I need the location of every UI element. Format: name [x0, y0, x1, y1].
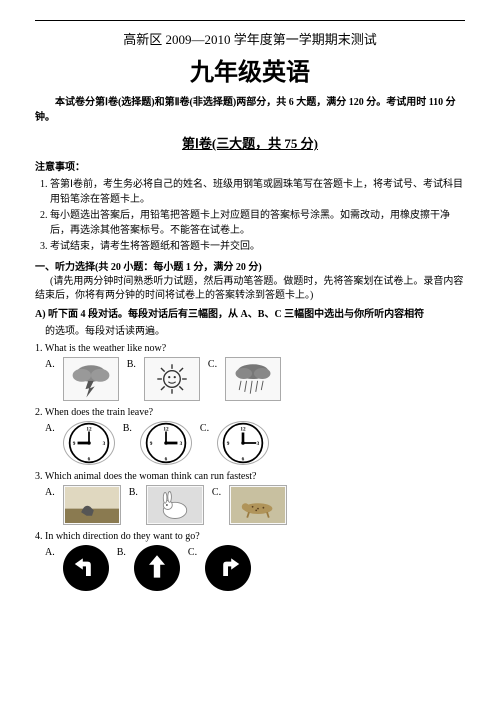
svg-text:6: 6 [165, 457, 168, 463]
weather-storm-icon [63, 357, 119, 401]
section-one-heading: 第Ⅰ卷(三大题，共 75 分) [35, 133, 465, 152]
question-1: 1. What is the weather like now? [35, 343, 465, 354]
q-text: When does the train leave? [45, 407, 153, 418]
opt-label-b: B. [127, 359, 136, 370]
question-2: 2. When does the train leave? [35, 407, 465, 418]
opt-label-b: B. [129, 487, 138, 498]
main-title: 九年级英语 [35, 52, 465, 87]
opt-label-a: A. [45, 487, 55, 498]
clock-icon-b: 12369 [140, 421, 192, 465]
q-text: Which animal does the woman think can ru… [45, 471, 257, 482]
notice-heading: 注意事项： [35, 158, 465, 173]
opt-label-a: A. [45, 423, 55, 434]
weather-rain-icon [225, 357, 281, 401]
svg-text:3: 3 [180, 441, 183, 447]
exam-subtitle: 本试卷分第Ⅰ卷(选择题)和第Ⅱ卷(非选择题)两部分，共 6 大题，满分 120 … [35, 95, 465, 125]
arrow-right-icon [205, 545, 251, 591]
q-text: What is the weather like now? [45, 343, 166, 354]
svg-text:9: 9 [72, 441, 75, 447]
notice-item: 答第Ⅰ卷前，考生务必将自己的姓名、班级用钢笔或圆珠笔写在答题卡上，将考试号、考试… [50, 177, 465, 207]
opt-label-b: B. [117, 547, 126, 558]
opt-label-c: C. [212, 487, 221, 498]
q-num: 1. [35, 343, 43, 354]
weather-sun-icon [144, 357, 200, 401]
question-4: 4. In which direction do they want to go… [35, 531, 465, 542]
notice-item: 考试结束，请考生将答题纸和答题卡一并交回。 [50, 239, 465, 254]
svg-text:9: 9 [227, 441, 230, 447]
opt-label-c: C. [188, 547, 197, 558]
header-line: 高新区 2009—2010 学年度第一学期期末测试 [35, 29, 465, 48]
clock-icon-c: 12 3 6 9 [217, 421, 269, 465]
opt-label-a: A. [45, 547, 55, 558]
q2-options: A. 12369 B. 12369 C. 12369 [35, 421, 465, 465]
q-num: 4. [35, 531, 43, 542]
q4-options: A. B. C. [35, 545, 465, 591]
svg-text:12: 12 [240, 427, 246, 433]
svg-text:6: 6 [87, 457, 90, 463]
animal-rabbit-icon [146, 485, 204, 525]
q-num: 3. [35, 471, 43, 482]
q3-options: A. B. C. [35, 485, 465, 525]
opt-label-b: B. [123, 423, 132, 434]
question-3: 3. Which animal does the woman think can… [35, 471, 465, 482]
arrow-left-icon [63, 545, 109, 591]
opt-label-a: A. [45, 359, 55, 370]
animal-kangaroo-icon [63, 485, 121, 525]
q-num: 2. [35, 407, 43, 418]
section-a-cont: 的选项。每段对话读两遍。 [45, 322, 465, 337]
animal-cheetah-icon [229, 485, 287, 525]
section-a-text: A) 听下面 4 段对话。每段对话后有三幅图，从 A、B、C 三幅图中选出与你所… [35, 309, 424, 320]
part-one-sub: (请先用两分钟时间熟悉听力试题，然后再动笔答题。做题时，先将答案划在试卷上。录音… [35, 275, 465, 303]
svg-text:6: 6 [242, 457, 245, 463]
opt-label-c: C. [208, 359, 217, 370]
part-one-heading: 一、听力选择(共 20 小题：每小题 1 分，满分 20 分) [35, 258, 465, 273]
q-text: In which direction do they want to go? [45, 531, 200, 542]
svg-text:9: 9 [150, 441, 153, 447]
svg-text:3: 3 [257, 441, 260, 447]
q1-options: A. B. C. [35, 357, 465, 401]
top-rule [35, 20, 465, 21]
svg-text:3: 3 [102, 441, 105, 447]
notice-item: 每小题选出答案后，用铅笔把答题卡上对应题目的答案标号涂黑。如需改动，用橡皮擦干净… [50, 208, 465, 238]
section-a-heading: A) 听下面 4 段对话。每段对话后有三幅图，从 A、B、C 三幅图中选出与你所… [35, 305, 465, 320]
notice-list: 答第Ⅰ卷前，考生务必将自己的姓名、班级用钢笔或圆珠笔写在答题卡上，将考试号、考试… [35, 177, 465, 254]
arrow-up-icon [134, 545, 180, 591]
clock-icon-a: 12369 [63, 421, 115, 465]
opt-label-c: C. [200, 423, 209, 434]
